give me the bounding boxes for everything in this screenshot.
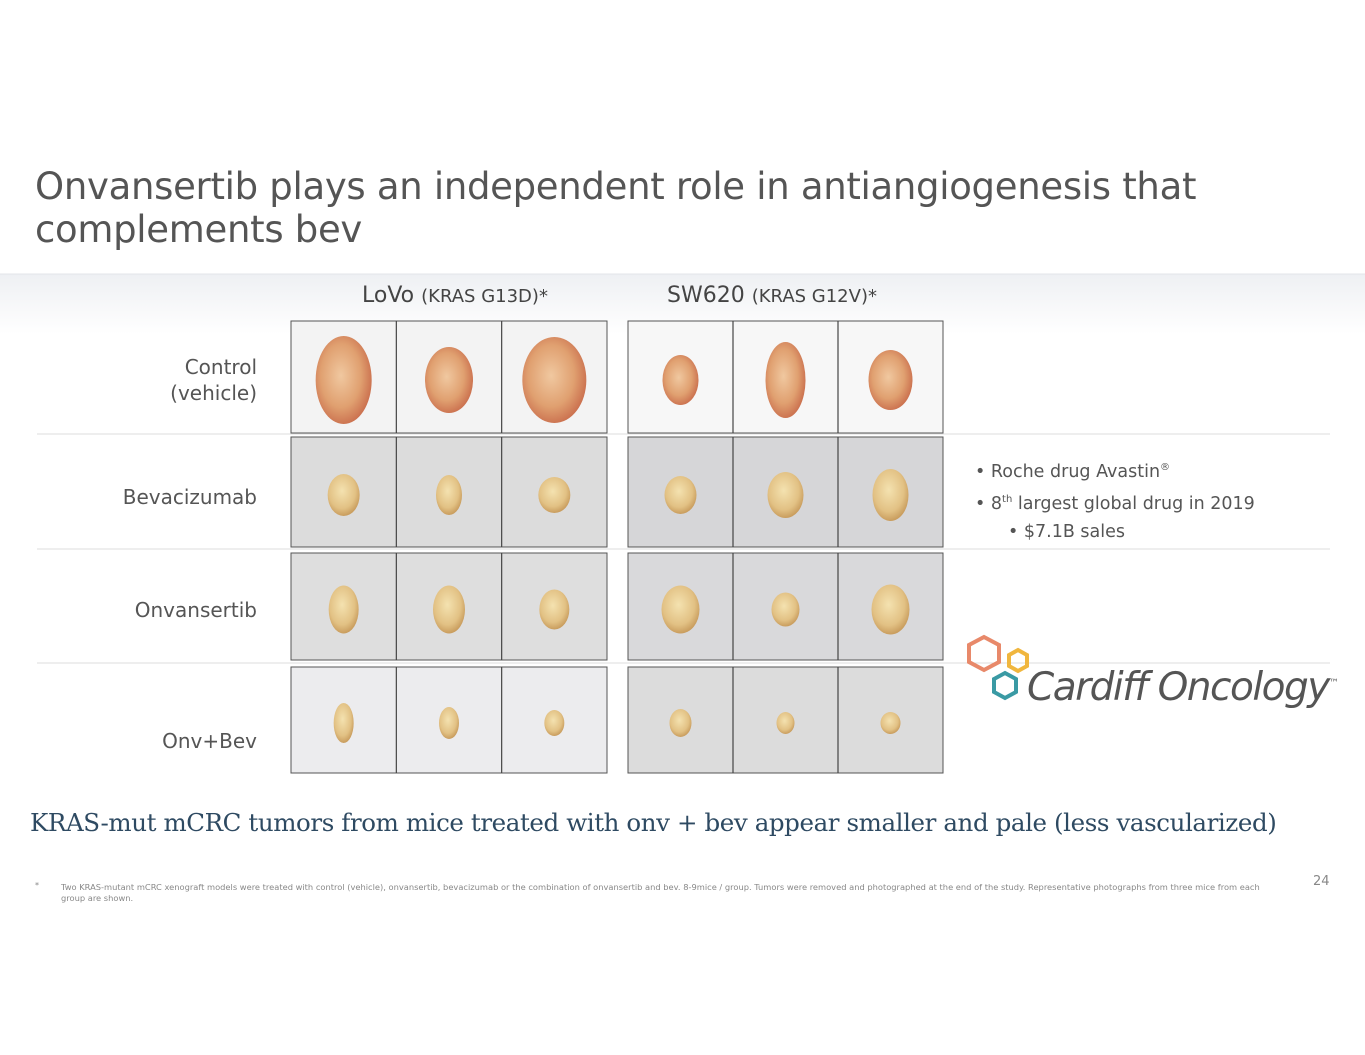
tumor bbox=[327, 474, 360, 516]
tumor bbox=[868, 350, 913, 410]
bullet-text: 8 bbox=[990, 493, 1003, 514]
tumor bbox=[436, 475, 462, 515]
tumor bbox=[776, 712, 795, 734]
tumor bbox=[662, 355, 699, 405]
caption: KRAS-mut mCRC tumors from mice treated w… bbox=[30, 808, 1277, 837]
tumor bbox=[522, 337, 587, 423]
logo-mark bbox=[967, 634, 1029, 701]
footnote-marker: * bbox=[35, 881, 39, 890]
tumor bbox=[333, 703, 354, 743]
column-detail: (KRAS G12V)* bbox=[751, 286, 877, 307]
row-label-line: Onvansertib bbox=[134, 598, 257, 622]
bullet: $7.1B sales bbox=[975, 518, 1255, 546]
footnote: Two KRAS-mutant mCRC xenograft models we… bbox=[61, 882, 1260, 903]
tumor bbox=[433, 585, 465, 634]
row-label-line: (vehicle) bbox=[170, 381, 257, 405]
tumor bbox=[439, 707, 459, 739]
slide-title: Onvansertib plays an independent role in… bbox=[35, 165, 1197, 251]
bullet: 8th largest global drug in 2019 bbox=[975, 486, 1255, 518]
page-number: 24 bbox=[1313, 874, 1330, 889]
tumor bbox=[872, 469, 909, 521]
column-name: SW620 bbox=[667, 283, 745, 308]
hexagon bbox=[967, 634, 1001, 673]
tumor bbox=[765, 342, 806, 418]
column-header: SW620 (KRAS G12V)* bbox=[667, 283, 877, 308]
photo-grid bbox=[37, 320, 1330, 774]
row-label: Onv+Bev bbox=[162, 728, 257, 754]
row-label: Bevacizumab bbox=[123, 484, 257, 510]
bullet-text: largest global drug in 2019 bbox=[1017, 493, 1255, 514]
row-label-line: Bevacizumab bbox=[122, 485, 257, 509]
superscript: th bbox=[1002, 493, 1013, 505]
trademark: ™ bbox=[1328, 678, 1339, 689]
logo-text: Cardiff Oncology bbox=[1027, 665, 1330, 710]
tumor bbox=[425, 347, 473, 413]
bullet: Roche drug Avastin® bbox=[975, 454, 1255, 486]
bullet-text: Roche drug Avastin bbox=[990, 461, 1161, 482]
tumor bbox=[669, 709, 692, 737]
tumor bbox=[328, 585, 359, 634]
tumor bbox=[539, 589, 570, 630]
bullet-text: $7.1B sales bbox=[1023, 521, 1126, 542]
row-label-line: Onv+Bev bbox=[162, 729, 257, 753]
tumor bbox=[315, 336, 372, 424]
hexagon bbox=[1007, 647, 1029, 674]
tumor bbox=[544, 710, 565, 736]
superscript: ® bbox=[1160, 462, 1171, 473]
column-detail: (KRAS G13D)* bbox=[421, 286, 548, 307]
row-label: Control (vehicle) bbox=[170, 354, 257, 406]
tumor bbox=[871, 584, 910, 635]
tumor bbox=[771, 592, 800, 627]
tumor bbox=[767, 472, 804, 518]
hexagon bbox=[992, 670, 1018, 701]
tumor bbox=[538, 477, 571, 513]
column-header: LoVo (KRAS G13D)* bbox=[362, 283, 548, 308]
tumor bbox=[664, 476, 697, 514]
row-label-line: Control bbox=[184, 355, 257, 379]
row-label: Onvansertib bbox=[135, 597, 257, 623]
tumor bbox=[661, 585, 700, 634]
logo: Cardiff Oncology™ bbox=[1027, 665, 1339, 710]
column-name: LoVo bbox=[362, 283, 415, 308]
tumor bbox=[880, 712, 901, 734]
bullet-list: Roche drug Avastin® 8th largest global d… bbox=[975, 454, 1255, 546]
